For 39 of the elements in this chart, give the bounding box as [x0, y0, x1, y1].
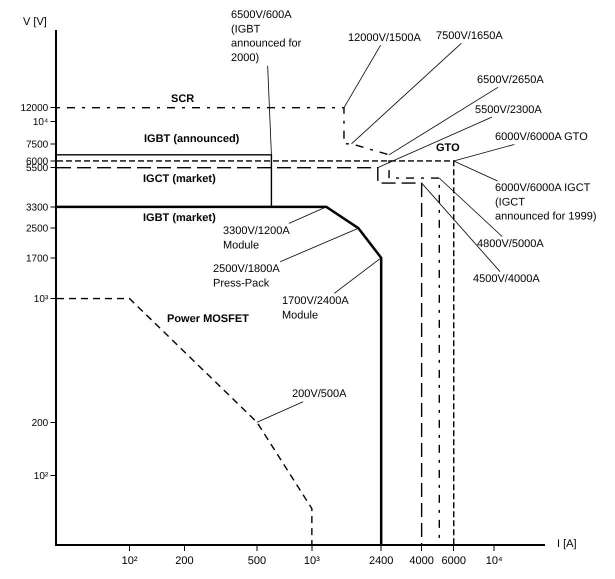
annotation: 200V/500A [292, 388, 348, 400]
y-tick-label: 2500 [26, 224, 49, 235]
annotation: 7500V/1650A [436, 30, 504, 42]
series-label: IGBT (market) [143, 212, 216, 224]
x-tick-label: 10² [122, 554, 138, 567]
y-axis-title: V [V] [23, 16, 47, 28]
series-label: IGCT (market) [143, 173, 216, 185]
x-tick-label: 6000 [441, 554, 466, 567]
annotation: 3300V/1200A Module [223, 225, 290, 252]
annotation: 12000V/1500A [348, 32, 422, 44]
y-tick-label: 1700 [26, 253, 49, 264]
series-label: IGBT (announced) [144, 133, 240, 145]
series-label: Power MOSFET [167, 313, 250, 325]
x-tick-label: 10³ [304, 554, 320, 567]
y-tick-label: 10⁴ [32, 117, 48, 128]
y-tick-label: 5500 [26, 163, 49, 174]
annotation: 6000V/6000A IGCT (IGCT announced for 1999) [495, 182, 597, 223]
y-tick-label: 200 [32, 418, 49, 429]
y-tick-label: 10³ [34, 294, 49, 306]
x-tick-label: 4000 [409, 554, 434, 567]
annotation: 1700V/2400A Module [282, 295, 350, 322]
y-tick-label: 7500 [26, 139, 49, 150]
annotation: 4800V/5000A [477, 238, 544, 250]
x-axis-title: I [A] [557, 538, 577, 550]
series-label: GTO [436, 142, 460, 154]
x-tick-label: 500 [248, 554, 266, 567]
annotation: 6500V/600A (IGBT announced for 2000) [231, 9, 302, 64]
annotation: 5500V/2300A [475, 104, 542, 116]
y-tick-label: 10² [34, 471, 49, 482]
series-label: SCR [171, 93, 194, 105]
annotation: 2500V/1800A Press-Pack [213, 263, 280, 290]
x-tick-label: 10⁴ [486, 554, 503, 567]
annotation: 4500V/4000A [473, 273, 540, 285]
x-tick-label: 200 [175, 554, 194, 567]
x-tick-label: 2400 [368, 554, 394, 567]
y-tick-label: 12000 [20, 103, 49, 114]
annotation: 6500V/2650A [477, 74, 544, 86]
y-tick-label: 3300 [26, 202, 49, 214]
annotation: 6000V/6000A GTO [495, 131, 588, 143]
